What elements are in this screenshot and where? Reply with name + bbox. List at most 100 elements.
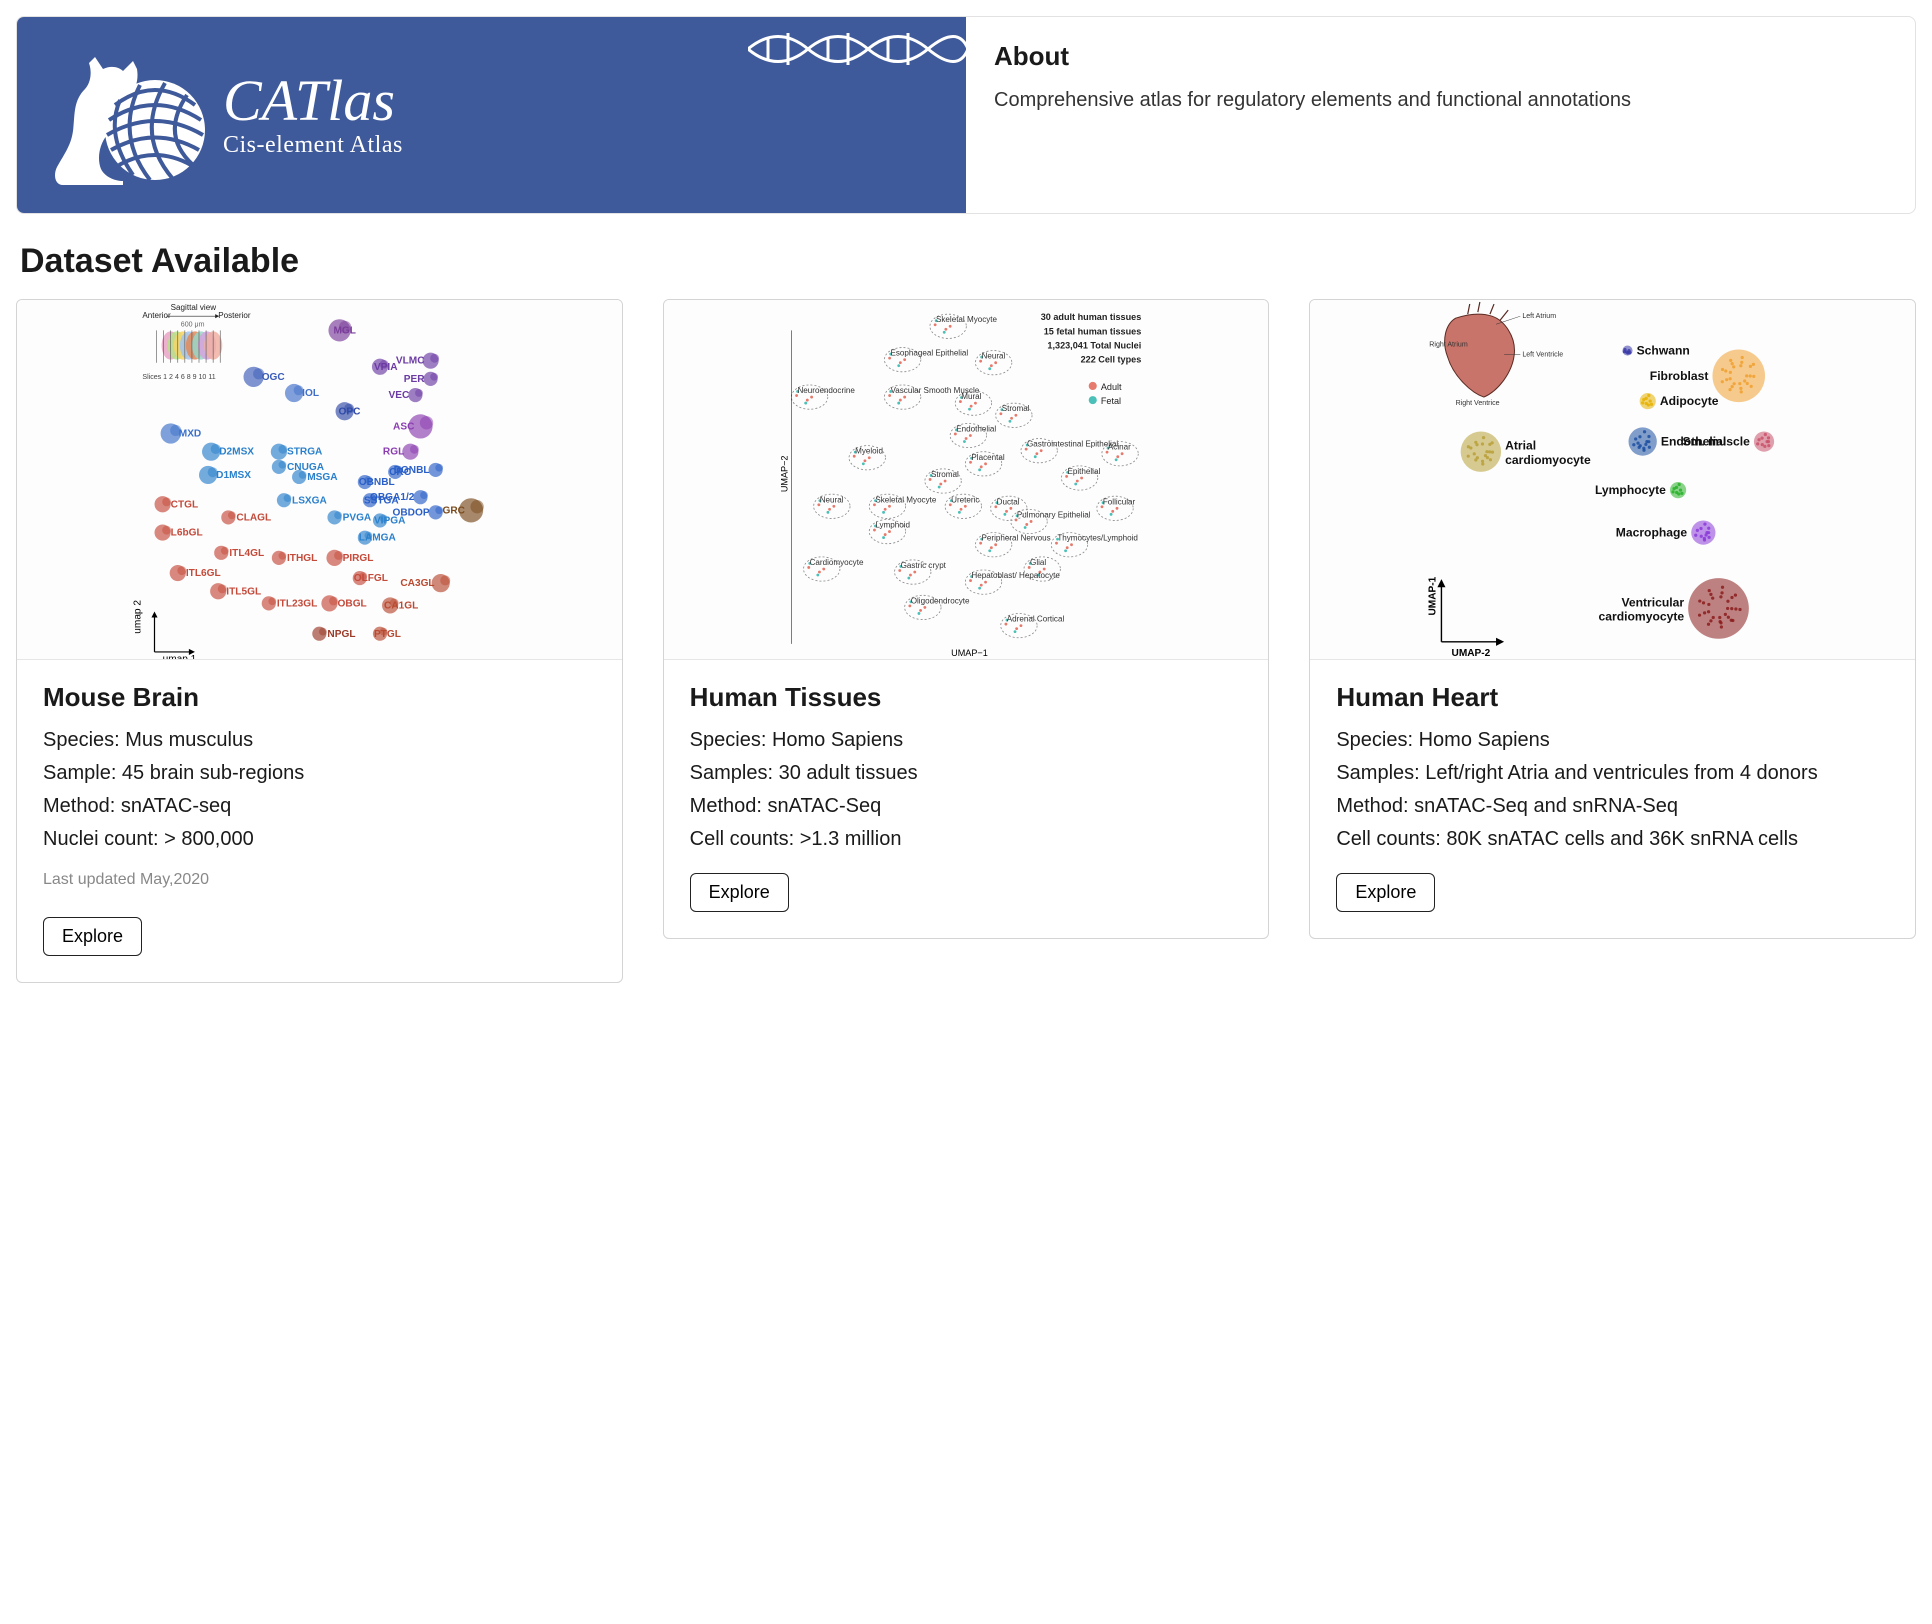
header-card: CATlas Cis-element Atlas About Comprehen… [16, 16, 1916, 214]
mouse-brain-umap: Anterior PosteriorSagittal view 600 μm Slic… [17, 300, 622, 660]
svg-text:Ductal: Ductal [996, 497, 1019, 506]
meta-count: Cell counts: >1.3 million [690, 826, 1243, 853]
svg-text:VPIA: VPIA [374, 362, 398, 373]
svg-text:Pulmonary Epithelial: Pulmonary Epithelial [1017, 510, 1091, 519]
svg-text:VLMC: VLMC [396, 356, 425, 367]
svg-text:L6bGL: L6bGL [171, 528, 203, 539]
svg-text:umap 1: umap 1 [163, 654, 197, 659]
svg-text:Schwann: Schwann [1637, 344, 1690, 358]
svg-text:Right Ventrice: Right Ventrice [1456, 400, 1500, 407]
svg-text:ITL6GL: ITL6GL [186, 568, 221, 579]
svg-text:15 fetal human tissues: 15 fetal human tissues [1043, 326, 1141, 336]
svg-text:Neural: Neural [981, 352, 1005, 361]
svg-text:PER: PER [404, 374, 425, 385]
svg-text:Thymocytes/Lymphoid: Thymocytes/Lymphoid [1057, 534, 1138, 543]
svg-text:CA3GL: CA3GL [400, 578, 434, 589]
svg-text:RGL: RGL [383, 447, 404, 458]
dataset-card-mouse-brain[interactable]: Anterior PosteriorSagittal view 600 μm Slic… [16, 299, 623, 983]
card-title: Human Tissues [690, 682, 1243, 713]
logo-block: CATlas Cis-element Atlas [17, 17, 966, 213]
svg-text:MSGA: MSGA [307, 472, 338, 483]
cards-container: Anterior PosteriorSagittal view 600 μm Slic… [16, 299, 1916, 983]
logo-artwork [45, 35, 205, 195]
svg-text:Left Atrium: Left Atrium [1523, 313, 1557, 320]
svg-text:Macrophage: Macrophage [1616, 526, 1688, 540]
dna-decoration [748, 19, 968, 79]
svg-text:ITL5GL: ITL5GL [226, 586, 261, 597]
about-block: About Comprehensive atlas for regulatory… [966, 17, 1659, 213]
svg-text:222 Cell types: 222 Cell types [1080, 355, 1141, 365]
logo-subtitle: Cis-element Atlas [223, 132, 403, 159]
svg-text:600 μm: 600 μm [181, 321, 205, 328]
svg-text:Sagittal view: Sagittal view [171, 303, 217, 312]
explore-button[interactable]: Explore [43, 917, 142, 956]
svg-text:PIRGL: PIRGL [343, 553, 374, 564]
svg-text:Lymphocyte: Lymphocyte [1595, 483, 1666, 497]
svg-text:Fetal: Fetal [1101, 396, 1121, 406]
meta-method: Method: snATAC-Seq [690, 793, 1243, 820]
svg-text:NPGL: NPGL [327, 629, 355, 640]
svg-text:UMAP−1: UMAP−1 [951, 648, 988, 658]
svg-text:Placental: Placental [971, 453, 1004, 462]
svg-text:Anterior: Anterior [142, 311, 171, 320]
svg-text:UMAP−2: UMAP−2 [779, 455, 789, 492]
svg-text:CTGL: CTGL [171, 499, 199, 510]
svg-text:LSXGA: LSXGA [292, 495, 328, 506]
svg-text:Slices 1 2 4 6 8 9 10 11: Slices 1 2 4 6 8 9 10 11 [142, 374, 215, 381]
svg-text:OBGL: OBGL [338, 598, 367, 609]
human-heart-umap: Left Atrium Right Atrium Left Ventricle Rig… [1310, 300, 1915, 660]
svg-text:ITHGL: ITHGL [287, 553, 317, 564]
dataset-card-human-heart[interactable]: Left Atrium Right Atrium Left Ventricle Rig… [1309, 299, 1916, 939]
card-title: Mouse Brain [43, 682, 596, 713]
svg-text:MGL: MGL [333, 325, 355, 336]
svg-text:Adrenal Cortical: Adrenal Cortical [1006, 615, 1064, 624]
svg-text:cardiomyocyte: cardiomyocyte [1505, 453, 1591, 467]
svg-text:Lymphoid: Lymphoid [875, 521, 910, 530]
svg-text:OLFGL: OLFGL [354, 573, 388, 584]
svg-text:Posterior: Posterior [218, 311, 251, 320]
meta-species: Species: Homo Sapiens [1336, 727, 1889, 754]
svg-text:OBNBL: OBNBL [359, 477, 395, 488]
svg-text:LAMGA: LAMGA [359, 533, 397, 544]
last-updated: Last updated May,2020 [43, 871, 596, 889]
meta-sample: Samples: Left/right Atria and ventricule… [1336, 760, 1889, 787]
human-tissues-umap: 30 adult human tissues15 fetal human tis… [664, 300, 1269, 660]
svg-text:Skeletal Myocyte: Skeletal Myocyte [875, 495, 937, 504]
svg-text:CA1GL: CA1GL [384, 600, 418, 611]
svg-text:Right Atrium: Right Atrium [1430, 342, 1469, 349]
meta-method: Method: snATAC-Seq and snRNA-Seq [1336, 793, 1889, 820]
svg-text:Neural: Neural [819, 495, 843, 504]
card-title: Human Heart [1336, 682, 1889, 713]
svg-text:ASC: ASC [393, 421, 415, 432]
svg-text:Atrial: Atrial [1505, 439, 1536, 453]
meta-count: Cell counts: 80K snATAC cells and 36K sn… [1336, 826, 1889, 853]
meta-count: Nuclei count: > 800,000 [43, 826, 596, 853]
svg-text:Gastric crypt: Gastric crypt [900, 561, 946, 570]
logo-title: CATlas [223, 72, 403, 130]
svg-text:Epithelial: Epithelial [1067, 467, 1100, 476]
svg-text:Gastrointestinal Epithelial: Gastrointestinal Epithelial [1027, 440, 1118, 449]
svg-text:Stromal: Stromal [931, 470, 959, 479]
svg-text:ITL23GL: ITL23GL [277, 598, 317, 609]
svg-text:VIPGA: VIPGA [374, 515, 406, 526]
svg-text:Left Ventricle: Left Ventricle [1523, 352, 1564, 359]
explore-button[interactable]: Explore [690, 873, 789, 912]
svg-text:Neuroendocrine: Neuroendocrine [797, 386, 855, 395]
svg-text:Esophageal Epithelial: Esophageal Epithelial [890, 349, 968, 358]
dataset-card-human-tissues[interactable]: 30 adult human tissues15 fetal human tis… [663, 299, 1270, 939]
svg-text:PVGA: PVGA [343, 512, 372, 523]
svg-text:Adult: Adult [1101, 382, 1122, 392]
svg-text:PTGL: PTGL [374, 629, 401, 640]
svg-text:Mural: Mural [961, 392, 981, 401]
svg-text:Skeletal Myocyte: Skeletal Myocyte [936, 315, 998, 324]
meta-sample: Sample: 45 brain sub-regions [43, 760, 596, 787]
svg-text:cardiomyocyte: cardiomyocyte [1599, 610, 1685, 624]
svg-text:CLAGL: CLAGL [236, 512, 271, 523]
svg-text:IOL: IOL [302, 388, 319, 399]
about-description: Comprehensive atlas for regulatory eleme… [994, 86, 1631, 114]
svg-text:Fibroblast: Fibroblast [1650, 369, 1709, 383]
svg-text:D1MSX: D1MSX [216, 470, 251, 481]
explore-button[interactable]: Explore [1336, 873, 1435, 912]
svg-text:Follicular: Follicular [1103, 497, 1136, 506]
svg-text:ITL4GL: ITL4GL [229, 548, 264, 559]
